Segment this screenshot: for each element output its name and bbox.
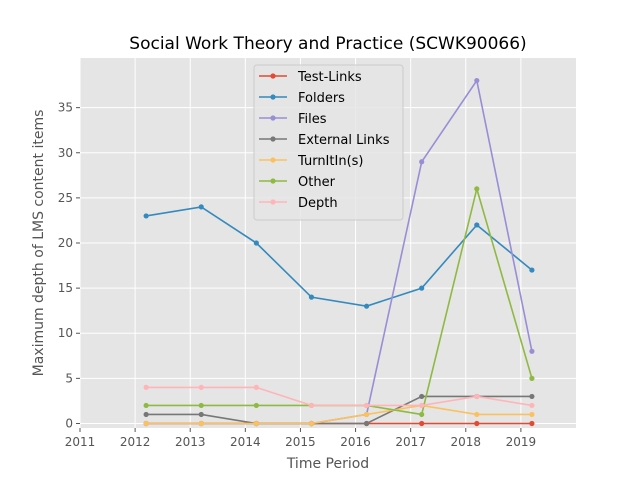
legend-marker [270,199,276,205]
data-point-depth [474,393,480,400]
y-axis-label: Maximum depth of LMS content items [31,110,47,377]
data-point-turnitin-s [198,420,204,427]
y-tick-label: 30 [58,146,73,160]
data-point-external-links [363,420,370,427]
data-point-depth [363,402,370,409]
data-point-other [474,186,480,192]
legend-item-turnitin-s: TurnItIn(s) [259,154,363,169]
data-point-depth [143,384,149,390]
legend-item-test-links: Test-Links [259,70,362,85]
data-point-files [474,77,480,84]
data-point-files [529,348,535,354]
series-line-folders [146,206,533,307]
series-line-turnitin-s [146,404,532,425]
series-line-depth [146,386,533,407]
legend-marker [270,157,276,163]
data-point-test-links [474,420,480,427]
x-tick-label: 2015 [285,435,316,449]
legend-label: Depth [298,196,338,211]
data-point-folders [474,222,480,228]
data-point-folders [253,240,259,246]
data-point-other [253,402,259,409]
legend-label: TurnItIn(s) [297,154,363,169]
legend-marker [270,136,276,142]
data-point-external-links [198,411,204,418]
data-point-depth [198,384,204,390]
y-tick-label: 20 [58,236,73,250]
data-point-turnitin-s [253,420,259,427]
data-point-other [419,411,425,418]
y-tick-label: 35 [58,101,73,115]
legend-item-other: Other [259,175,336,190]
data-point-files [419,159,425,165]
data-point-depth [419,402,425,409]
y-tick-label: 5 [65,371,73,385]
legend-marker [270,94,276,100]
legend-box [253,64,404,221]
series-folders [143,204,535,309]
data-point-folders [198,204,204,210]
data-point-folders [363,303,370,309]
legend-item-external-links: External Links [259,133,390,148]
legend-marker [270,115,276,121]
data-point-external-links [419,393,425,400]
data-point-turnitin-s [474,411,480,418]
legend-label: Other [298,175,336,190]
legend-label: Test-Links [297,70,362,85]
data-point-test-links [419,420,425,427]
data-point-turnitin-s [529,411,535,418]
data-point-folders [143,213,149,219]
x-tick-label: 2013 [175,435,206,449]
x-tick-label: 2011 [65,435,96,449]
data-point-other [529,375,535,381]
chart-title: Social Work Theory and Practice (SCWK900… [129,34,526,54]
legend-item-depth: Depth [259,196,338,211]
x-axis: 2011 2012 2013 2014 2015 2016 2017 2018 2019 [65,428,536,449]
data-point-other [143,402,149,409]
y-axis: 0 5 10 15 20 25 30 35 [58,101,80,430]
data-point-folders [308,294,315,300]
y-tick-label: 15 [58,281,73,295]
legend-item-files: Files [259,112,327,127]
data-point-turnitin-s [308,420,315,427]
x-tick-label: 2012 [120,435,151,449]
data-point-turnitin-s [363,411,370,418]
x-axis-label: Time Period [286,456,369,472]
series-layer [143,77,535,427]
y-tick-label: 10 [58,326,73,340]
x-tick-label: 2014 [230,435,261,449]
data-point-turnitin-s [143,420,149,427]
series-line-external-links [146,395,532,425]
x-tick-label: 2018 [451,435,482,449]
data-point-test-links [529,420,535,427]
legend-label: External Links [298,133,390,148]
data-point-external-links [529,393,535,400]
data-point-folders [419,285,425,291]
x-tick-label: 2017 [395,435,426,449]
legend-marker [270,178,276,184]
data-point-folders [529,267,535,273]
y-tick-label: 25 [58,191,73,205]
data-point-depth [529,402,535,409]
legend-label: Folders [298,91,345,106]
data-point-depth [253,384,259,390]
data-point-depth [308,402,315,409]
data-point-external-links [143,411,149,418]
legend-marker [270,73,276,79]
legend: Test-Links Folders Files External Links Turn… [253,64,404,221]
series-depth [143,384,535,409]
legend-label: Files [298,112,327,127]
x-tick-label: 2016 [340,435,371,449]
y-tick-label: 0 [65,416,73,430]
x-tick-label: 2019 [506,435,537,449]
data-point-other [198,402,204,409]
legend-item-folders: Folders [259,91,345,106]
